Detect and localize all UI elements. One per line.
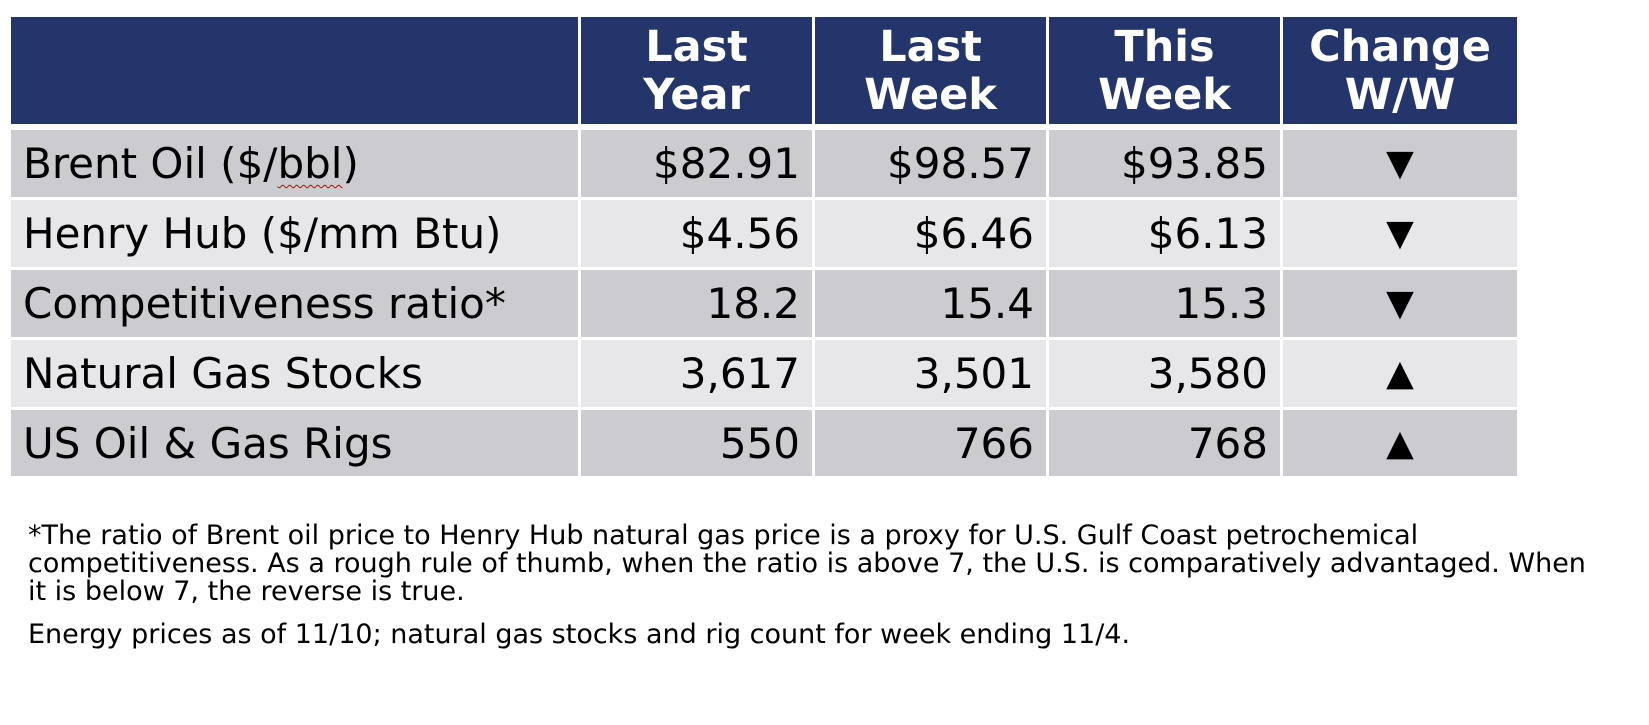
row-label: US Oil & Gas Rigs xyxy=(11,410,581,476)
header-line: Last xyxy=(645,21,748,72)
table-row-us-rigs: US Oil & Gas Rigs 550 766 768 ▲ xyxy=(11,410,1517,476)
header-this-week: This Week xyxy=(1049,17,1283,130)
row-label-text: US Oil & Gas Rigs xyxy=(23,418,393,468)
header-line: W/W xyxy=(1344,69,1456,120)
row-label: Natural Gas Stocks xyxy=(11,340,581,410)
table-row-competitiveness-ratio: Competitiveness ratio* 18.2 15.4 15.3 ▼ xyxy=(11,270,1517,340)
triangle-up-icon: ▲ xyxy=(1283,340,1517,410)
cell-last-week: 3,501 xyxy=(815,340,1049,410)
cell-last-year: $82.91 xyxy=(581,130,815,200)
header-change-ww: Change W/W xyxy=(1283,17,1517,130)
table-header-row: Last Year Last Week This Week Change W/W xyxy=(11,17,1517,130)
row-label-text-spellcheck: bbl xyxy=(277,139,343,188)
triangle-down-icon: ▼ xyxy=(1283,130,1517,200)
triangle-down-icon: ▼ xyxy=(1283,270,1517,340)
header-line: Change xyxy=(1309,21,1491,72)
table-row-natural-gas-stocks: Natural Gas Stocks 3,617 3,501 3,580 ▲ xyxy=(11,340,1517,410)
table-row-henry-hub: Henry Hub ($/mm Btu) $4.56 $6.46 $6.13 ▼ xyxy=(11,200,1517,270)
cell-last-year: 3,617 xyxy=(581,340,815,410)
energy-prices-table: Last Year Last Week This Week Change W/W… xyxy=(11,17,1517,476)
cell-last-week: 766 xyxy=(815,410,1049,476)
row-label-text: Natural Gas Stocks xyxy=(23,349,423,398)
row-label-text: Brent Oil ($/ xyxy=(23,139,278,188)
cell-last-year: $4.56 xyxy=(581,200,815,270)
header-empty-cell xyxy=(11,17,581,130)
cell-this-week: $93.85 xyxy=(1049,130,1283,200)
cell-last-week: 15.4 xyxy=(815,270,1049,340)
table-row-brent-oil: Brent Oil ($/bbl) $82.91 $98.57 $93.85 ▼ xyxy=(11,130,1517,200)
header-last-week: Last Week xyxy=(815,17,1049,130)
cell-last-week: $98.57 xyxy=(815,130,1049,200)
header-line: Week xyxy=(1098,69,1231,120)
triangle-down-icon: ▼ xyxy=(1283,200,1517,270)
cell-this-week: 768 xyxy=(1049,410,1283,476)
cell-this-week: 3,580 xyxy=(1049,340,1283,410)
header-line: Week xyxy=(864,69,997,120)
header-last-year: Last Year xyxy=(581,17,815,130)
header-line: Last xyxy=(879,21,982,72)
footnote-ratio: *The ratio of Brent oil price to Henry H… xyxy=(28,520,1586,607)
cell-last-year: 18.2 xyxy=(581,270,815,340)
cell-this-week: $6.13 xyxy=(1049,200,1283,270)
row-label: Brent Oil ($/bbl) xyxy=(11,130,581,200)
row-label-text: ) xyxy=(342,139,359,188)
row-label: Competitiveness ratio* xyxy=(11,270,581,340)
row-label-text: Competitiveness ratio* xyxy=(23,279,506,328)
triangle-up-icon: ▲ xyxy=(1283,410,1517,476)
cell-last-year: 550 xyxy=(581,410,815,476)
cell-last-week: $6.46 xyxy=(815,200,1049,270)
cell-this-week: 15.3 xyxy=(1049,270,1283,340)
row-label: Henry Hub ($/mm Btu) xyxy=(11,200,581,270)
footnote-dates: Energy prices as of 11/10; natural gas s… xyxy=(28,619,1131,650)
header-line: This xyxy=(1114,21,1215,72)
header-line: Year xyxy=(643,69,750,120)
row-label-text: Henry Hub ($/mm Btu) xyxy=(23,209,502,258)
